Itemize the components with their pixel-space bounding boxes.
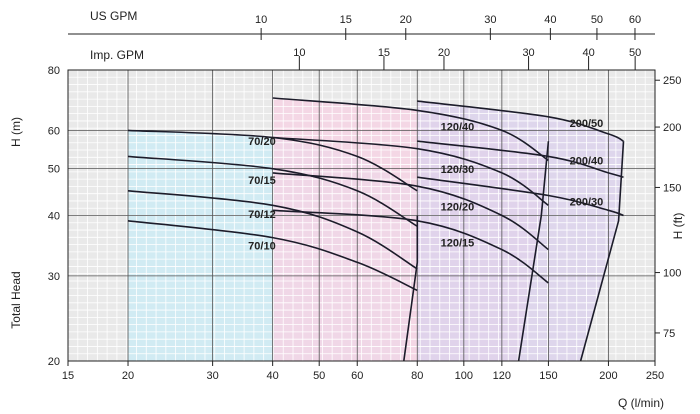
us-gpm-tick-label: 40 [544, 14, 556, 26]
y-tick-label: 40 [48, 211, 60, 223]
curves-layer [127, 97, 625, 362]
ft-tick-label: 200 [663, 122, 681, 134]
us-gpm-axis-label: US GPM [90, 9, 137, 23]
y-tick-label: 60 [48, 125, 60, 137]
curve-120-15 [272, 209, 549, 284]
us-gpm-tick-label: 15 [340, 14, 352, 26]
y-tick-label: 80 [48, 65, 60, 77]
curve-label-120-30: 120/30 [441, 164, 475, 176]
curve-label-70-10: 70/10 [248, 241, 276, 253]
x-tick-label: 100 [455, 370, 473, 382]
curve-label-70-20: 70/20 [248, 136, 276, 148]
axes-layer: 15 20 30 40 50 60 80 100 120 150 200 25020304050608… [48, 14, 682, 382]
x-axis-label: Q (l/min) [618, 396, 664, 410]
us-gpm-tick-label: 30 [484, 14, 496, 26]
y-axis-label-total-head: Total Head [9, 271, 23, 328]
y-tick-label: 30 [48, 271, 60, 283]
ft-tick-label: 250 [663, 75, 681, 87]
x-tick-label: 60 [351, 370, 363, 382]
curve-120-20 [272, 172, 549, 251]
region-edge-70 [403, 215, 419, 362]
curve-label-70-15: 70/15 [248, 175, 276, 187]
curve-120-30 [272, 136, 549, 206]
x-tick-label: 80 [411, 370, 423, 382]
x-tick-label: 200 [599, 370, 617, 382]
y-axis-label: H (m) [9, 117, 23, 147]
curve-200-50 [417, 100, 624, 142]
us-gpm-tick-label: 60 [629, 14, 641, 26]
curve-label-120-15: 120/15 [441, 238, 475, 250]
x-tick-label: 50 [313, 370, 325, 382]
region-edge-120 [517, 141, 550, 362]
y-axis-right-label: H (ft) [671, 213, 685, 240]
ft-tick-label: 150 [663, 182, 681, 194]
imp-gpm-tick-label: 50 [629, 47, 641, 59]
curve-label-120-20: 120/20 [441, 201, 475, 213]
region-edge-200 [579, 141, 625, 362]
us-gpm-tick-label: 10 [255, 14, 267, 26]
imp-gpm-tick-label: 40 [582, 47, 594, 59]
curve-label-200-40: 200/40 [570, 156, 604, 168]
imp-gpm-tick-label: 30 [522, 47, 534, 59]
us-gpm-tick-label: 50 [591, 14, 603, 26]
curve-label-70-12: 70/12 [248, 209, 276, 221]
y-tick-label: 50 [48, 164, 60, 176]
imp-gpm-tick-label: 20 [438, 47, 450, 59]
x-tick-label: 150 [539, 370, 557, 382]
x-tick-label: 40 [267, 370, 279, 382]
curve-label-120-40: 120/40 [441, 121, 475, 133]
curve-label-200-30: 200/30 [570, 196, 604, 208]
curve-labels-layer: 70/20 70/15 70/12 70/10 120/40 120/30 120/20 12… [248, 118, 603, 253]
y-tick-label: 20 [48, 356, 60, 368]
x-tick-label: 250 [646, 370, 664, 382]
ft-tick-label: 100 [663, 268, 681, 280]
plot-frame [67, 69, 656, 362]
curve-70-20 [127, 129, 418, 192]
ft-tick-label: 75 [663, 328, 675, 340]
us-gpm-tick-label: 20 [400, 14, 412, 26]
curve-200-40 [417, 140, 624, 178]
curve-70-10 [127, 220, 418, 292]
imp-gpm-tick-label: 15 [378, 47, 390, 59]
curve-120-40 [272, 97, 549, 162]
curve-70-15 [127, 155, 418, 227]
curve-label-200-50: 200/50 [570, 118, 604, 130]
x-tick-label: 30 [206, 370, 218, 382]
x-tick-label: 15 [62, 370, 74, 382]
x-tick-label: 20 [122, 370, 134, 382]
imp-gpm-tick-label: 10 [293, 47, 305, 59]
x-tick-label: 120 [493, 370, 511, 382]
imp-gpm-axis-label: Imp. GPM [90, 48, 144, 62]
grid-layer [67, 69, 656, 362]
